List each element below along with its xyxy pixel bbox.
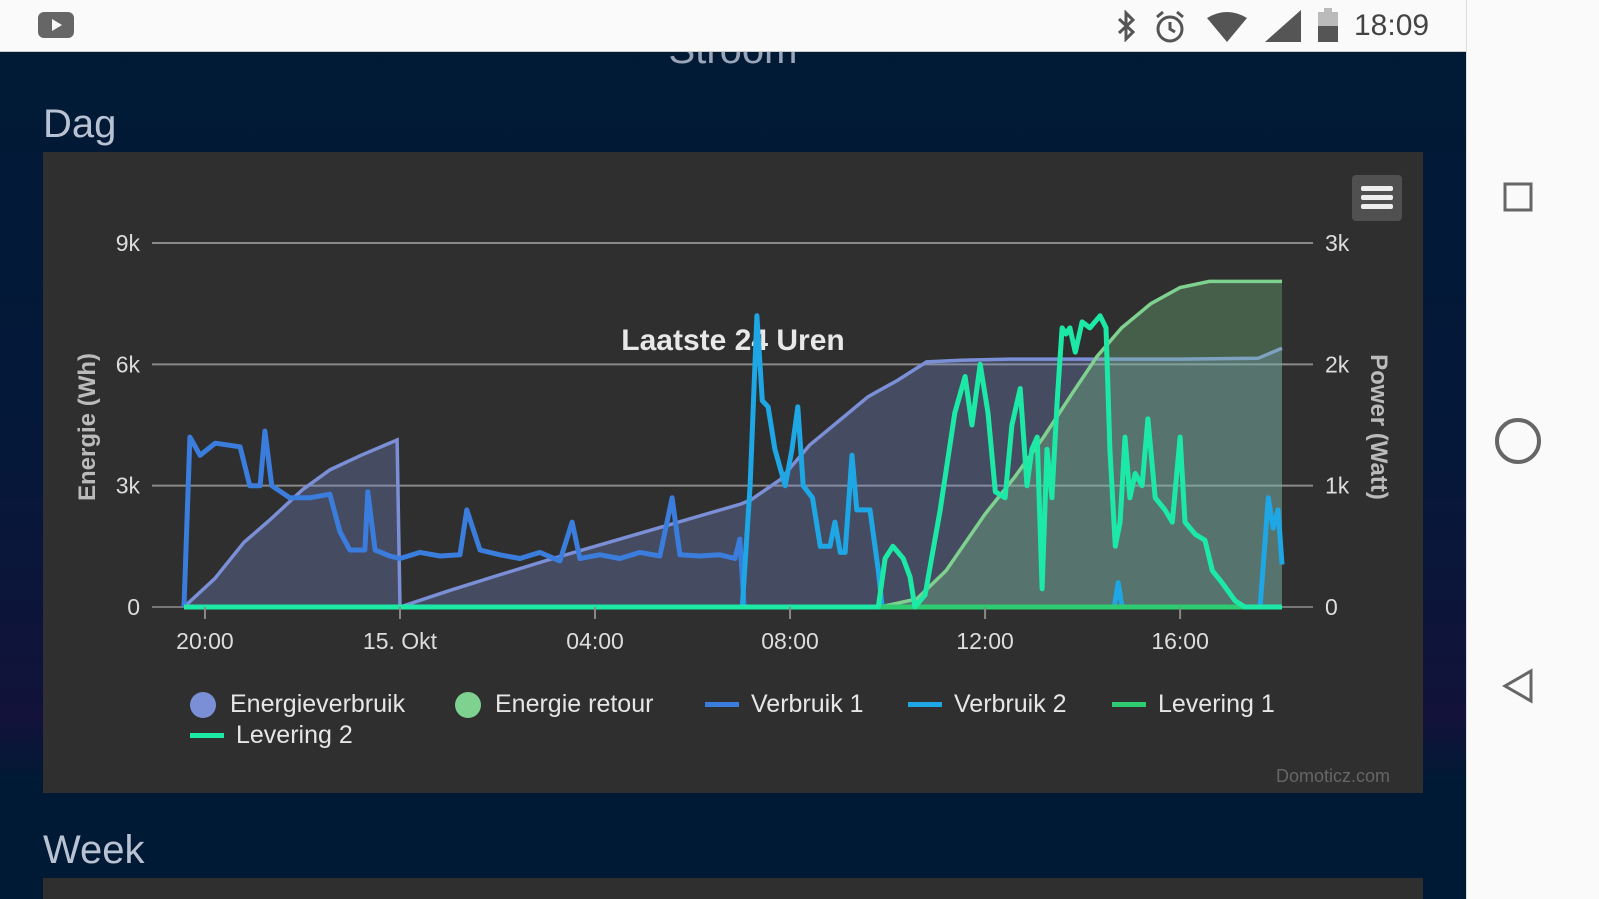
chart-card: Laatste 24 Uren 0 3k 6k 9k 0 1k 2k 3k 20:00 15. O…: [43, 152, 1423, 793]
legend-item-energie-retour[interactable]: Energie retour: [455, 690, 653, 719]
battery-icon: [1318, 8, 1338, 42]
legend-label: Energie retour: [495, 690, 654, 718]
x-tick-label: 12:00: [956, 628, 1014, 654]
legend-item-verbruik-2[interactable]: Verbruik 2: [908, 690, 1067, 719]
wifi-icon: [1207, 12, 1247, 42]
x-tick-label: 15. Okt: [363, 628, 438, 654]
section-title-day: Dag: [43, 102, 117, 146]
y-tick-left: 3k: [116, 473, 141, 499]
youtube-icon: [38, 12, 74, 38]
y-tick-right: 2k: [1325, 351, 1350, 377]
x-tick-label: 20:00: [176, 628, 234, 654]
series-area-energieverbruik: [184, 348, 1282, 607]
hamburger-icon: [1361, 186, 1393, 191]
app-screen: Stroom Dag Laatste 24 Uren 03k6k9k01k2k3…: [0, 0, 1466, 899]
y-tick-right: 3k: [1325, 230, 1350, 256]
recents-icon[interactable]: [1503, 182, 1533, 212]
status-bar: 18:09: [0, 0, 1466, 52]
x-tick-label: 08:00: [761, 628, 819, 654]
legend-label: Levering 1: [1158, 690, 1275, 718]
y-axis-left-title: Energie (Wh): [74, 353, 101, 501]
series-line-verbruik-1: [181, 428, 1282, 610]
legend-symbol-icon: [908, 702, 942, 707]
series-area-energie-retour: [184, 281, 1282, 607]
bluetooth-icon: [1117, 10, 1136, 42]
legend-symbol-icon: [1112, 702, 1146, 707]
legend-item-energieverbruik[interactable]: Energieverbruik: [190, 690, 405, 719]
back-icon[interactable]: [1501, 668, 1535, 704]
legend-label: Energieverbruik: [230, 690, 406, 718]
hamburger-icon-line: [1361, 204, 1393, 209]
series-line-levering-2: [184, 313, 1282, 610]
alarm-icon: [1156, 10, 1184, 43]
signal-icon: [1265, 10, 1301, 42]
y-axis-right-title: Power (Watt): [1365, 354, 1392, 500]
legend-label: Levering 2: [236, 721, 353, 749]
week-chart-card: [43, 878, 1423, 899]
x-tick-label: 16:00: [1151, 628, 1209, 654]
chart-menu-button[interactable]: [1352, 175, 1402, 221]
legend-item-levering-2[interactable]: Levering 2: [190, 721, 353, 750]
legend-symbol-icon: [190, 691, 216, 718]
y-tick-right: 1k: [1325, 473, 1350, 499]
section-title-week: Week: [43, 828, 145, 872]
x-tick-label: 04:00: [566, 628, 624, 654]
legend-symbol-icon: [705, 702, 739, 707]
legend-symbol-icon: [190, 733, 224, 738]
chart-plot: 0 3k 6k 9k 0 1k 2k 3k 20:00 15. Okt 04:00 08:00 12:0…: [74, 230, 1392, 654]
legend-label: Verbruik 1: [751, 690, 864, 718]
legend-item-levering-1[interactable]: Levering 1: [1112, 690, 1275, 719]
legend-label: Verbruik 2: [954, 690, 1067, 718]
navigation-bar: [1466, 0, 1599, 899]
hamburger-icon-line: [1361, 195, 1393, 200]
credits-link[interactable]: Domoticz.com: [1276, 766, 1391, 786]
y-tick-left: 0: [127, 594, 140, 620]
legend-symbol-icon: [455, 691, 481, 718]
chart-title: Laatste 24 Uren: [621, 324, 845, 357]
legend-item-verbruik-1[interactable]: Verbruik 1: [705, 690, 864, 719]
y-tick-left: 6k: [116, 351, 141, 377]
home-icon[interactable]: [1493, 416, 1543, 466]
y-tick-right: 0: [1325, 594, 1338, 620]
status-clock: 18:09: [1354, 9, 1430, 42]
y-tick-left: 9k: [116, 230, 141, 256]
